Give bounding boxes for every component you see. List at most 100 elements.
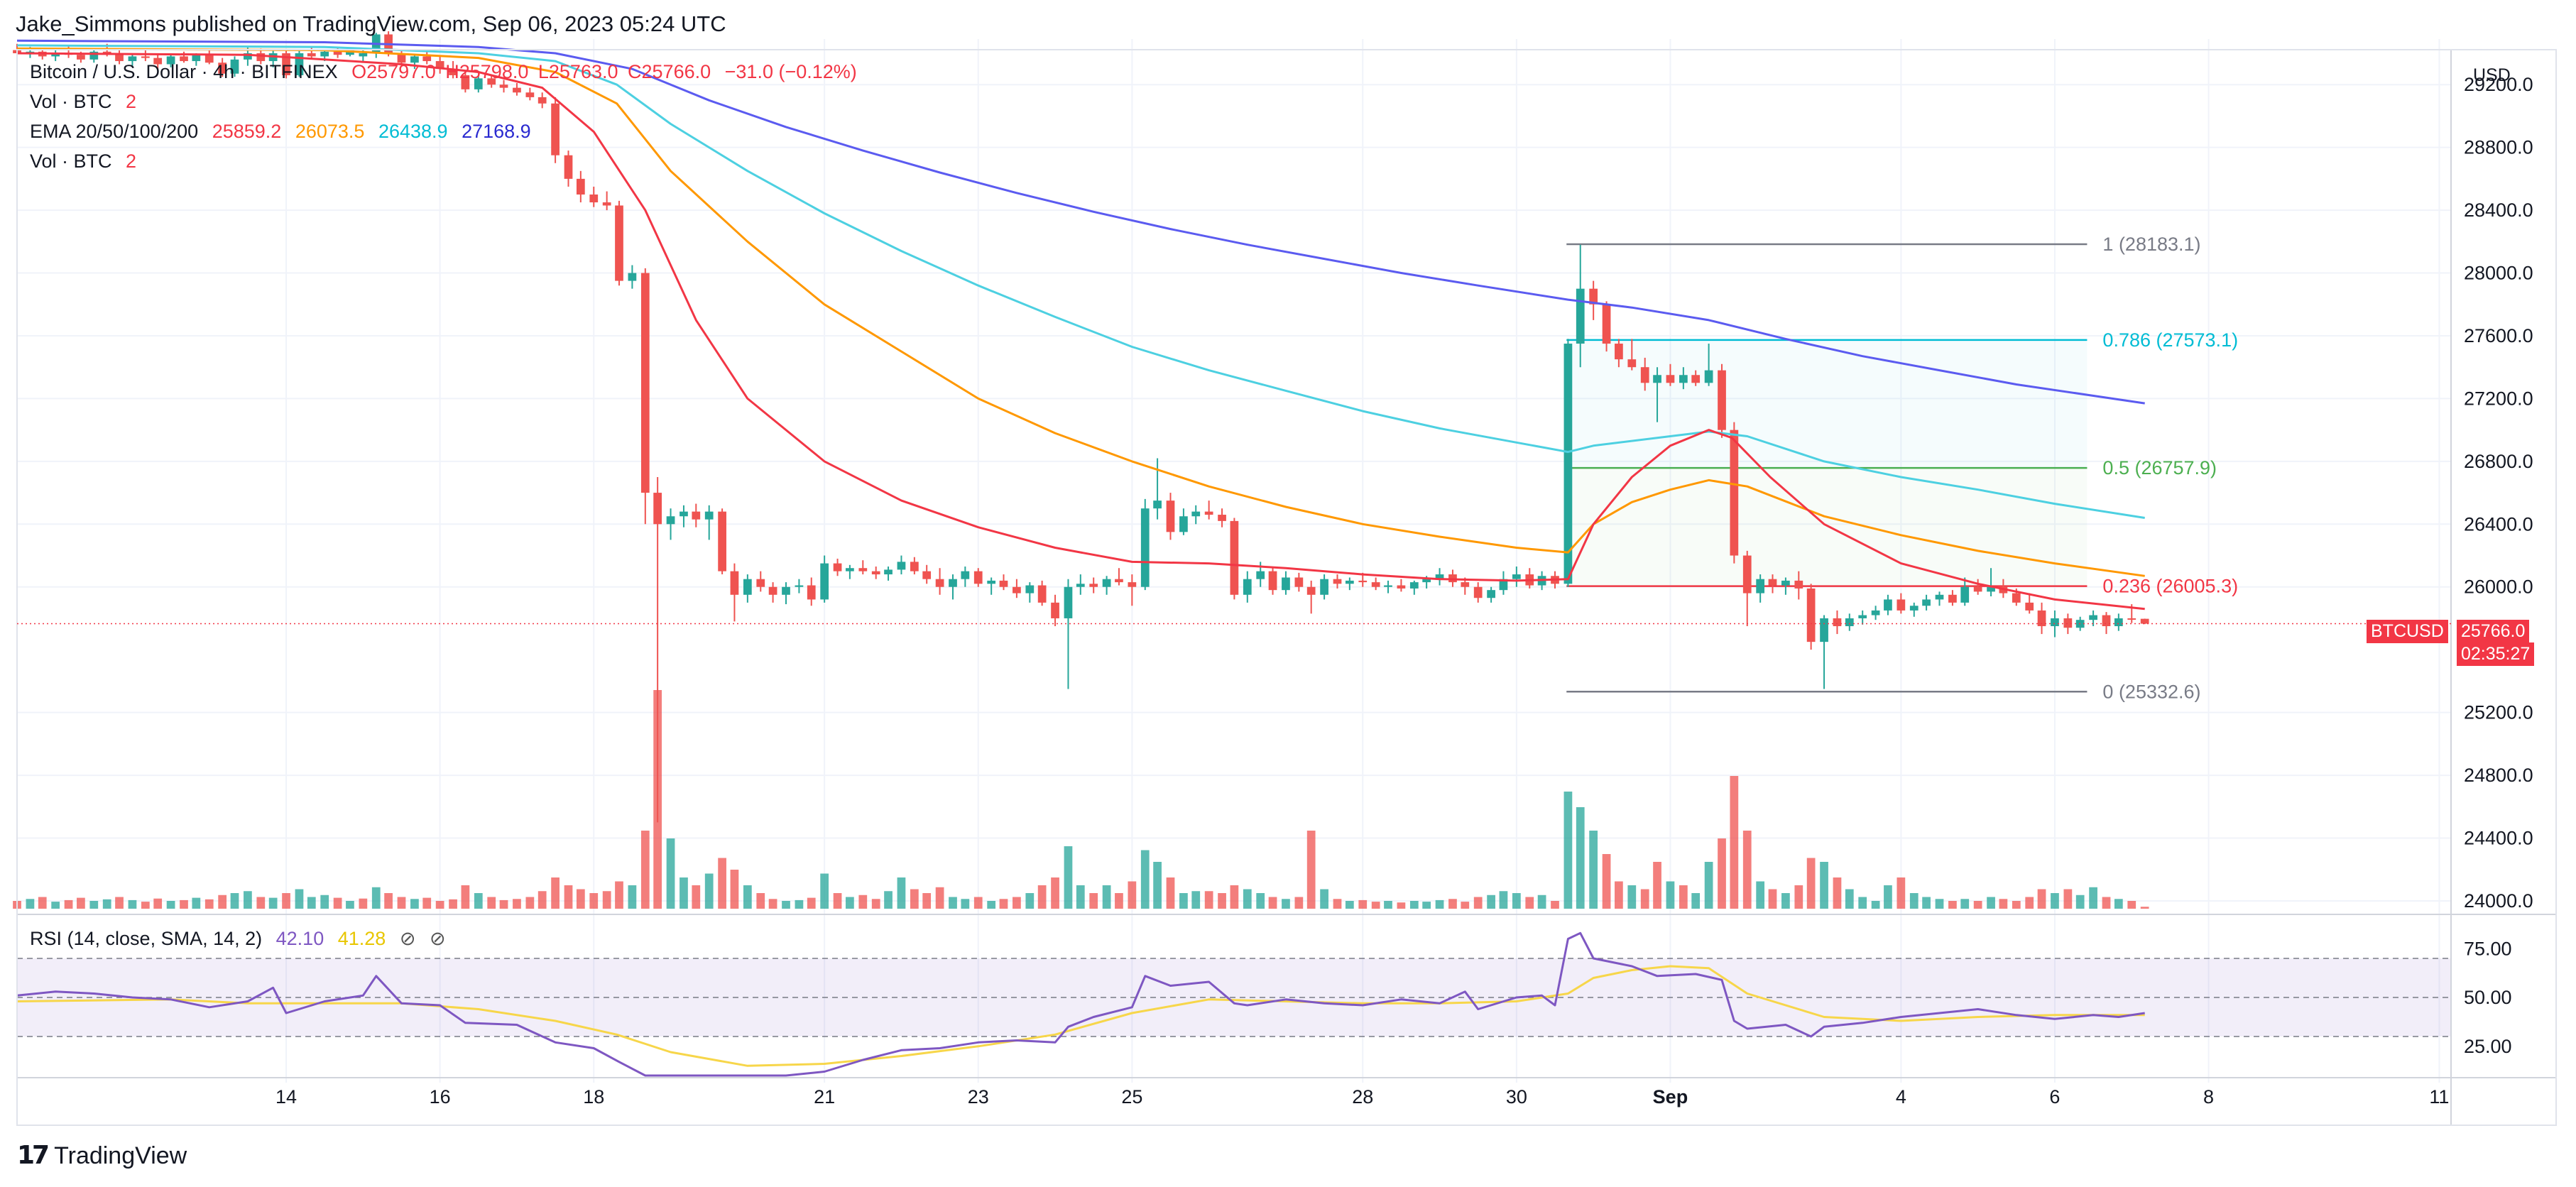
tradingview-logo-icon: 𝟭𝟳 xyxy=(17,1140,50,1169)
volume-bar xyxy=(346,901,354,909)
volume-bar xyxy=(1999,899,2008,909)
fib-level-label: 1 (28183.1) xyxy=(2102,234,2200,255)
candle-body xyxy=(730,571,739,595)
volume-bar xyxy=(1306,831,1316,909)
volume-bar xyxy=(2025,897,2034,909)
volume-bar xyxy=(1935,899,1944,909)
tradingview-footer[interactable]: 𝟭𝟳 TradingView xyxy=(17,1140,187,1170)
volume-bar xyxy=(1345,901,1354,909)
candle-body xyxy=(1845,618,1854,627)
volume-bar xyxy=(499,899,508,909)
volume-bar xyxy=(1627,885,1637,909)
rsi-label: RSI (14, close, SMA, 14, 2) xyxy=(30,928,263,949)
volume-bar xyxy=(1115,893,1123,909)
rsi-legend-row[interactable]: RSI (14, close, SMA, 14, 2) 42.10 41.28 … xyxy=(30,928,454,950)
ema100-value: 26438.9 xyxy=(378,121,448,142)
ohlc-high: H25798.0 xyxy=(445,61,529,82)
candle-body xyxy=(1653,375,1661,383)
candle-body xyxy=(2140,618,2149,624)
price-tick-label: 24800.0 xyxy=(2464,765,2533,786)
volume-bar xyxy=(461,885,470,909)
price-tick-label: 25200.0 xyxy=(2464,702,2533,723)
volume-bar xyxy=(1551,901,1559,909)
candle-body xyxy=(1397,585,1406,589)
volume-bar xyxy=(102,899,111,909)
candle-body xyxy=(949,579,957,587)
volume-bar xyxy=(1025,893,1035,909)
candle-body xyxy=(1076,584,1085,587)
volume-bar xyxy=(1282,899,1290,909)
volume-bar xyxy=(1435,899,1444,909)
volume-bar xyxy=(1461,902,1470,909)
eye-off-icon[interactable]: ⊘ xyxy=(429,928,446,949)
volume-bar xyxy=(1679,885,1688,909)
currency-label[interactable]: USD xyxy=(2473,65,2511,85)
symbol-legend-row[interactable]: Bitcoin / U.S. Dollar · 4h · BITFINEX O2… xyxy=(30,61,866,83)
time-tick-label: 14 xyxy=(275,1086,297,1107)
candle-body xyxy=(1589,288,1598,305)
candle-body xyxy=(474,78,483,89)
volume-bar xyxy=(1230,885,1239,909)
volume-bar xyxy=(1384,901,1392,909)
volume-bar xyxy=(244,891,252,909)
volume-legend-row-2[interactable]: Vol · BTC 2 xyxy=(30,151,145,173)
volume-legend-row-1[interactable]: Vol · BTC 2 xyxy=(30,91,145,113)
candle-body xyxy=(935,579,944,587)
candle-body xyxy=(1987,586,1995,592)
candle-body xyxy=(525,92,535,97)
candle-body xyxy=(1204,511,1213,515)
volume-bar xyxy=(1537,895,1546,909)
candle-body xyxy=(922,571,932,579)
fib-level-label: 0.5 (26757.9) xyxy=(2102,457,2217,478)
ema100-line xyxy=(16,44,2145,519)
volume-bar xyxy=(1448,899,1457,909)
candle-body xyxy=(718,511,726,571)
axes: 29200.0 28800.0 28400.0 28000.0 27600.0 27200… xyxy=(16,49,2557,1126)
candle-body xyxy=(180,56,188,62)
candle-body xyxy=(1179,516,1188,532)
rsi-tick-label: 50.00 xyxy=(2464,987,2512,1008)
candle-body xyxy=(858,568,868,571)
fib-zone xyxy=(1566,339,2087,469)
volume-bar xyxy=(1922,897,1931,909)
candle-body xyxy=(1602,304,1611,344)
candle-body xyxy=(1256,571,1265,579)
volume-bar xyxy=(397,897,406,909)
candle-body xyxy=(410,56,419,63)
candle-body xyxy=(961,571,970,579)
fibonacci-retracement[interactable]: 1 (28183.1) 0.786 (27573.1) 0.5 (26757.9) 0… xyxy=(1566,234,2238,702)
candle-body xyxy=(218,62,227,74)
rsi-tick-label: 25.00 xyxy=(2464,1036,2512,1057)
ohlc-close: C25766.0 xyxy=(628,61,711,82)
volume-bar xyxy=(1833,877,1842,909)
volume-bar xyxy=(268,897,278,909)
ema-legend-row[interactable]: EMA 20/50/100/200 25859.2 26073.5 26438.… xyxy=(30,121,540,143)
candle-body xyxy=(295,53,304,75)
candle-body xyxy=(807,585,816,600)
symbol-title[interactable]: Bitcoin / U.S. Dollar · 4h · BITFINEX xyxy=(30,61,338,82)
candle-body xyxy=(1025,585,1035,594)
volume-bar xyxy=(513,899,521,909)
volume-bar xyxy=(410,899,419,909)
volume-bar xyxy=(1051,877,1059,909)
price-tick-label: 24000.0 xyxy=(2464,890,2533,912)
candle-body xyxy=(1128,582,1137,587)
eye-off-icon[interactable]: ⊘ xyxy=(399,928,416,949)
volume-bar xyxy=(1589,831,1598,909)
volume-bar xyxy=(1909,893,1919,909)
volume-bar xyxy=(166,901,175,909)
candle-body xyxy=(1409,582,1419,589)
candle-body xyxy=(704,511,714,520)
tradingview-brand: TradingView xyxy=(54,1142,187,1169)
candle-body xyxy=(1718,370,1726,430)
vol-value: 2 xyxy=(126,91,137,112)
candle-body xyxy=(768,586,777,595)
candle-body xyxy=(1218,515,1226,521)
volume-bar xyxy=(1204,891,1213,909)
volume-bar xyxy=(1884,885,1892,909)
volume-bar xyxy=(718,858,726,909)
candle-body xyxy=(1140,508,1150,587)
candle-body xyxy=(820,563,829,600)
candle-body xyxy=(1922,599,1931,606)
